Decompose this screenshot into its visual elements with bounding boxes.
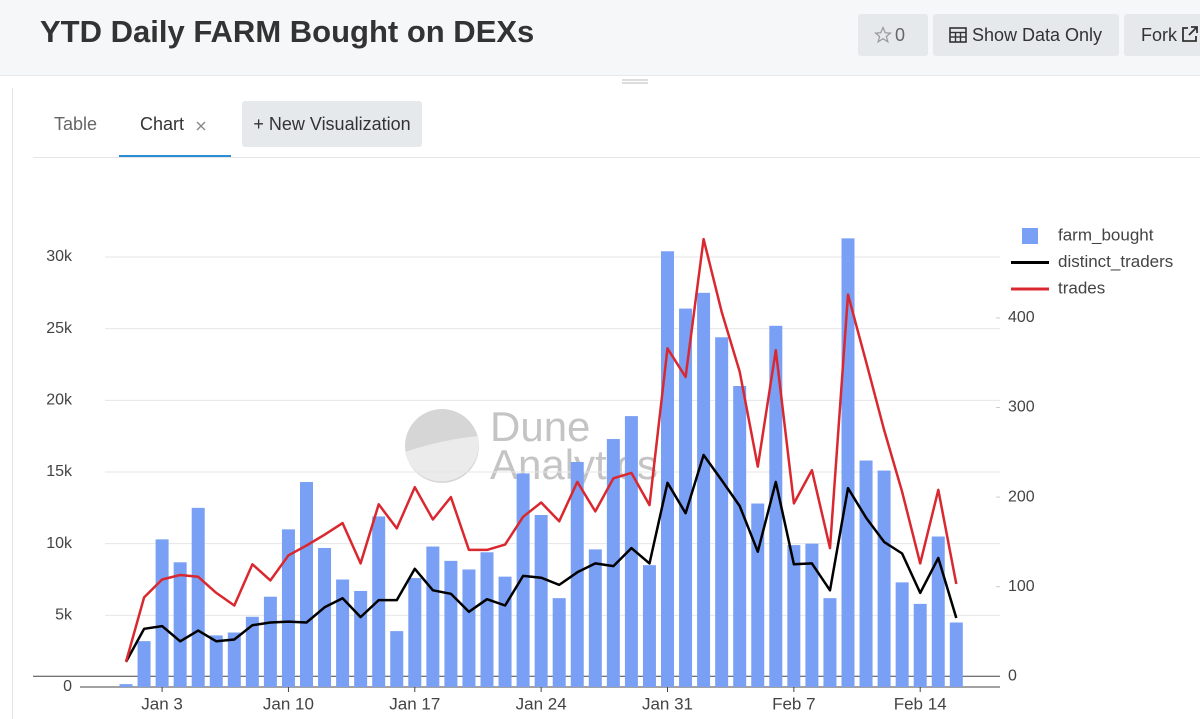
y2-tick-label: 0 [1008, 667, 1017, 684]
x-tick-label: Feb 7 [772, 694, 815, 713]
x-tick-label: Jan 10 [263, 694, 314, 713]
bar [462, 569, 476, 687]
header: YTD Daily FARM Bought on DEXs 0 Show Dat… [0, 0, 1200, 76]
bar [480, 552, 494, 687]
bar [895, 582, 909, 687]
query-title: YTD Daily FARM Bought on DEXs [40, 14, 535, 49]
bar [715, 337, 729, 687]
bar [390, 631, 404, 687]
bar [191, 507, 205, 687]
bar [209, 635, 223, 687]
bar [498, 576, 512, 687]
tab-table[interactable]: Table [54, 114, 98, 134]
fork-button[interactable]: Fork [1124, 14, 1200, 56]
legend-swatch [1022, 228, 1038, 244]
bar [155, 539, 169, 687]
y-tick-label: 5k [55, 607, 73, 624]
watermark [405, 409, 479, 483]
bar [859, 460, 873, 687]
x-tick-label: Jan 17 [389, 694, 440, 713]
bar [444, 560, 458, 687]
bar [408, 578, 422, 687]
bar [318, 547, 332, 687]
x-tick-label: Jan 3 [141, 694, 183, 713]
watermark-text: Dune [490, 403, 590, 450]
bar [426, 546, 440, 687]
bar [570, 461, 584, 687]
line-distinct-traders [124, 453, 958, 663]
bar [588, 549, 602, 687]
tab-chart[interactable]: Chart [140, 114, 185, 134]
bar [877, 470, 891, 687]
bar [733, 386, 747, 687]
bar [751, 503, 765, 687]
tabs-border [33, 157, 1200, 158]
active-tab-indicator [119, 155, 231, 158]
legend-label: farm_bought [1058, 225, 1154, 244]
bar [281, 529, 295, 687]
y-tick-label: 0 [63, 678, 72, 695]
y2-tick-label: 200 [1008, 488, 1035, 505]
y-tick-label: 15k [46, 463, 73, 480]
bar [787, 545, 801, 687]
y-tick-label: 25k [46, 320, 73, 337]
bar [913, 603, 927, 687]
bar [354, 590, 368, 687]
bar [931, 536, 945, 687]
y-tick-label: 10k [46, 535, 73, 552]
y-tick-label: 30k [46, 248, 73, 265]
bar [336, 579, 350, 687]
bar [552, 598, 566, 687]
bar [245, 616, 259, 687]
legend-label: trades [1058, 278, 1105, 297]
star-button[interactable]: 0 [858, 14, 928, 56]
table-icon [949, 27, 967, 43]
show-data-button[interactable]: Show Data Only [933, 14, 1119, 56]
panel-border [12, 88, 13, 719]
bar [642, 565, 656, 687]
bar [624, 416, 638, 687]
bar [823, 598, 837, 687]
y2-tick-label: 100 [1008, 578, 1035, 595]
show-data-label: Show Data Only [972, 25, 1103, 45]
bar [769, 325, 783, 687]
bar [263, 596, 277, 687]
bar [227, 632, 241, 687]
bar [661, 251, 674, 687]
bar [949, 622, 963, 687]
y2-tick-label: 400 [1008, 309, 1035, 326]
x-tick-label: Feb 14 [894, 694, 947, 713]
external-icon [1182, 26, 1198, 42]
line-trades [124, 237, 958, 663]
y2-tick-label: 300 [1008, 399, 1035, 416]
bar [516, 473, 530, 687]
legend-label: distinct_traders [1058, 252, 1173, 271]
star-icon [874, 26, 892, 44]
star-count: 0 [895, 25, 906, 45]
resize-handle[interactable] [622, 79, 648, 85]
bar [534, 515, 548, 687]
tab-close[interactable] [196, 121, 206, 131]
bar [805, 543, 819, 687]
bar [679, 308, 693, 687]
bar [606, 439, 620, 687]
new-visualization-button[interactable]: + New Visualization [242, 101, 422, 147]
x-tick-label: Jan 24 [516, 694, 567, 713]
x-tick-label: Jan 31 [642, 694, 693, 713]
bar [173, 562, 187, 687]
bar [697, 292, 711, 687]
bar [119, 684, 133, 687]
bar [300, 482, 313, 687]
bar [137, 641, 151, 687]
fork-label: Fork [1141, 25, 1177, 45]
y-tick-label: 20k [46, 392, 73, 409]
